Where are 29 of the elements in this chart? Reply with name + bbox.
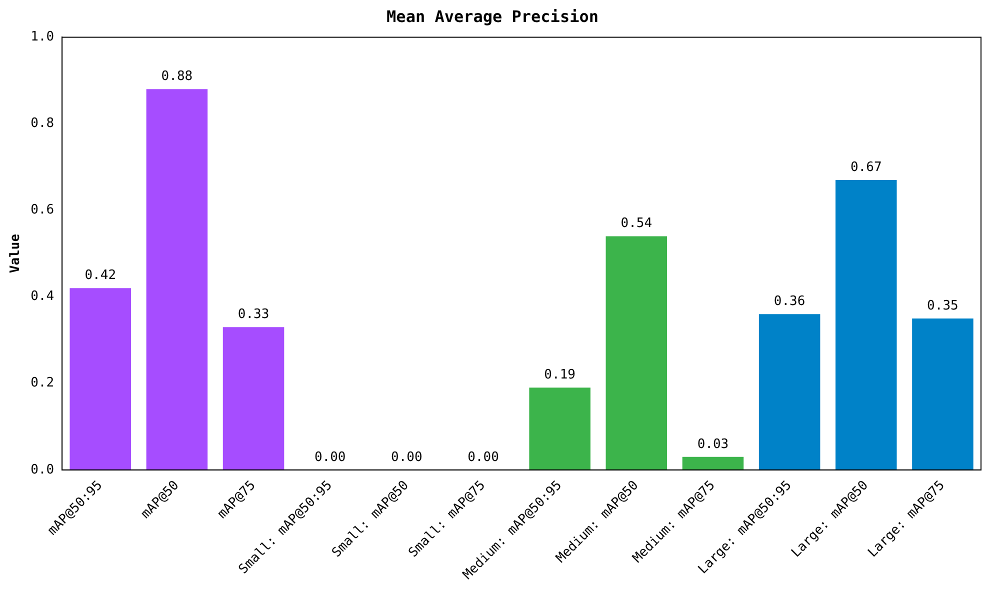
y-tick-label: 0.4	[30, 289, 54, 304]
data-label: 0.19	[544, 368, 576, 383]
data-label: 0.00	[391, 450, 422, 465]
data-label: 0.35	[927, 298, 958, 314]
bar	[222, 327, 284, 470]
chart-title: Mean Average Precision	[386, 6, 598, 26]
y-tick-label: 0.6	[30, 202, 54, 218]
y-tick-label: 0.0	[30, 462, 54, 478]
bar	[836, 180, 897, 470]
data-label: 0.54	[620, 216, 652, 232]
data-label: 0.67	[850, 160, 882, 175]
data-label: 0.42	[84, 268, 116, 284]
y-tick-label: 0.8	[30, 116, 54, 132]
y-tick-label: 1.0	[30, 30, 54, 45]
data-label: 0.33	[238, 306, 270, 322]
bar	[146, 89, 208, 470]
y-axis-title: Value	[8, 234, 24, 274]
bar	[758, 314, 820, 470]
data-label: 0.03	[697, 436, 729, 452]
bar	[606, 236, 668, 470]
data-label: 0.36	[774, 294, 806, 309]
y-tick-label: 0.2	[30, 376, 54, 391]
bar	[70, 288, 131, 470]
data-label: 0.00	[314, 450, 346, 465]
data-label: 0.88	[161, 68, 193, 84]
bar	[529, 388, 590, 470]
data-label: 0.00	[468, 450, 499, 465]
bar	[912, 318, 974, 470]
bar	[682, 456, 744, 470]
